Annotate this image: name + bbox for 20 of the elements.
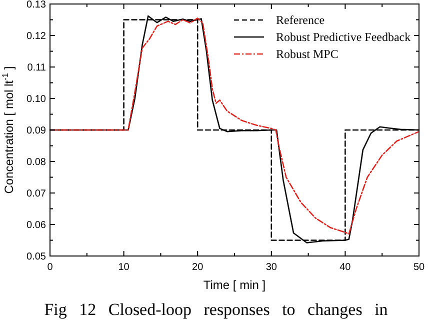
legend-label: Robust Predictive Feedback (276, 30, 411, 44)
legend-label: Robust MPC (276, 47, 338, 61)
x-tick-label: 0 (47, 262, 54, 273)
y-tick-label: 0.07 (26, 188, 46, 200)
y-tick-label: 0.13 (26, 0, 46, 10)
y-tick-label: 0.06 (26, 220, 46, 231)
x-tick-label: 50 (413, 262, 425, 273)
x-tick-label: 40 (340, 262, 352, 273)
y-tick-label: 0.08 (26, 157, 46, 168)
x-tick-label: 30 (266, 262, 278, 273)
y-tick-label: 0.12 (26, 31, 46, 42)
x-tick-label: 10 (118, 262, 130, 273)
y-tick-label: 0.09 (26, 126, 46, 136)
y-tick-label: 0.10 (26, 94, 46, 105)
x-tick-label: 20 (192, 262, 204, 273)
x-axis-title: Time [ min ] (203, 278, 266, 292)
y-tick-label: 0.05 (26, 252, 46, 262)
caption: Fig 12 Closed-loop responses to changes in (44, 300, 388, 319)
legend-label: Reference (276, 13, 325, 27)
y-tick-label: 0.11 (27, 62, 46, 74)
